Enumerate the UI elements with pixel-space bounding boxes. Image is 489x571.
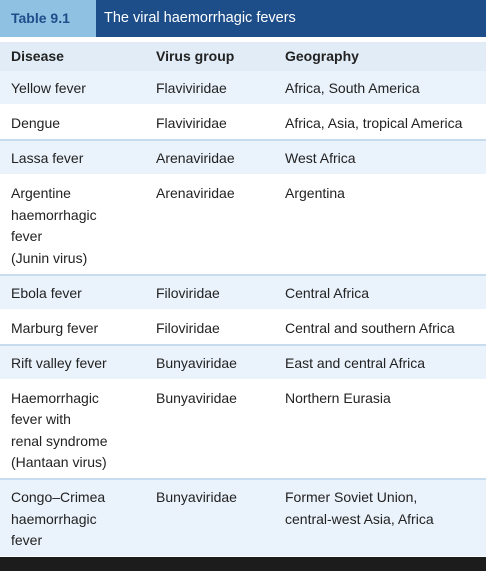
cell-virus-group: Bunyaviridae — [156, 354, 237, 371]
cell-geography-line: Former Soviet Union, — [285, 489, 418, 505]
cell-disease-line: (Junin virus) — [11, 249, 88, 266]
cell-virus-group: Filoviridae — [156, 284, 220, 301]
cell-disease: Argentine haemorrhagic fever (Junin virus) — [11, 176, 149, 269]
table-row: Dengue Flaviviridae Africa, Asia, tropical… — [0, 106, 486, 141]
cell-disease-line: fever — [11, 228, 43, 244]
cell-disease: Marburg fever — [11, 311, 149, 340]
cell-disease-line: Rift valley fever — [11, 354, 107, 371]
cell-disease-line: fever — [11, 532, 43, 548]
table-body: Yellow fever Flaviviridae Africa, South Am… — [0, 71, 486, 556]
cell-geography: Northern Eurasia — [285, 381, 485, 410]
cell-geography: West Africa — [285, 141, 485, 170]
cell-disease-line: Haemorrhagic — [11, 389, 99, 406]
caption-gap — [0, 37, 486, 42]
cell-geography-line: Africa, Asia, tropical America — [285, 115, 463, 131]
column-header-virus-group: Virus group — [156, 48, 235, 64]
cell-geography-line: Northern Eurasia — [285, 389, 391, 406]
cell-virus-group: Arenaviridae — [156, 185, 235, 201]
cell-geography-line: Central Africa — [285, 284, 370, 301]
cell-disease: Rift valley fever — [11, 346, 149, 375]
cell-disease-line: Ebola fever — [11, 284, 82, 301]
cell-geography-line: East and central Africa — [285, 354, 426, 371]
cell-geography: Central and southern Africa — [285, 311, 485, 340]
cell-geography-line: Africa, South America — [285, 80, 420, 96]
cell-disease-line: Lassa fever — [11, 150, 84, 166]
column-header-disease: Disease — [11, 48, 64, 64]
cell-disease-line: (Hantaan virus) — [11, 454, 107, 470]
table-row: Congo–Crimea haemorrhagic fever Bunyavirida… — [0, 480, 486, 556]
cell-geography: Africa, Asia, tropical America — [285, 106, 485, 135]
cell-disease-line: haemorrhagic — [11, 206, 97, 223]
cell-disease: Lassa fever — [11, 141, 149, 170]
cell-virus-group: Flaviviridae — [156, 80, 227, 96]
cell-geography-line: central-west Asia, Africa — [285, 510, 434, 527]
cell-geography-line: Argentina — [285, 185, 345, 201]
table-row: Argentine haemorrhagic fever (Junin virus) A… — [0, 176, 486, 276]
cell-disease-line: Marburg fever — [11, 319, 99, 336]
table-row: Rift valley fever Bunyaviridae East and ce… — [0, 345, 486, 381]
cell-disease: Haemorrhagic fever with renal syndrome (Han… — [11, 381, 149, 474]
cell-disease-line: haemorrhagic — [11, 510, 97, 527]
page-margin — [486, 0, 489, 571]
column-header-geography: Geography — [285, 48, 359, 64]
cell-disease-line: Argentine — [11, 185, 71, 201]
cell-geography-line: West Africa — [285, 150, 356, 166]
cell-disease: Dengue — [11, 106, 149, 135]
cell-virus-group: Filoviridae — [156, 319, 220, 336]
cell-virus-group: Bunyaviridae — [156, 489, 237, 505]
cell-geography: Central Africa — [285, 276, 485, 305]
table-footer-rule — [0, 557, 486, 571]
cell-disease-line: Congo–Crimea — [11, 489, 106, 505]
cell-geography: East and central Africa — [285, 346, 485, 375]
table-title: The viral haemorrhagic fevers — [96, 0, 486, 37]
cell-disease: Yellow fever — [11, 71, 149, 100]
cell-disease-line: fever with — [11, 411, 71, 427]
table-header-row: Disease Virus group Geography — [0, 42, 486, 71]
cell-virus-group: Bunyaviridae — [156, 389, 237, 406]
table-row: Ebola fever Filoviridae Central Africa — [0, 275, 486, 311]
cell-geography: Former Soviet Union, central-west Asia, A… — [285, 480, 485, 530]
cell-disease-line: renal syndrome — [11, 432, 108, 449]
cell-geography: Argentina — [285, 176, 485, 205]
cell-geography-line: Central and southern Africa — [285, 319, 455, 336]
cell-virus-group: Flaviviridae — [156, 115, 227, 131]
cell-disease: Ebola fever — [11, 276, 149, 305]
table-row: Marburg fever Filoviridae Central and sout… — [0, 310, 486, 346]
cell-virus-group: Arenaviridae — [156, 150, 235, 166]
cell-disease: Congo–Crimea haemorrhagic fever — [11, 480, 149, 552]
table-row: Yellow fever Flaviviridae Africa, South Am… — [0, 71, 486, 106]
cell-disease-line: Yellow fever — [11, 80, 86, 96]
table-row: Haemorrhagic fever with renal syndrome (Han… — [0, 380, 486, 480]
cell-geography: Africa, South America — [285, 71, 485, 100]
table-number: Table 9.1 — [0, 0, 96, 37]
table-caption: Table 9.1 The viral haemorrhagic fevers — [0, 0, 486, 37]
cell-disease-line: Dengue — [11, 115, 61, 131]
table-row: Lassa fever Arenaviridae West Africa — [0, 141, 486, 176]
